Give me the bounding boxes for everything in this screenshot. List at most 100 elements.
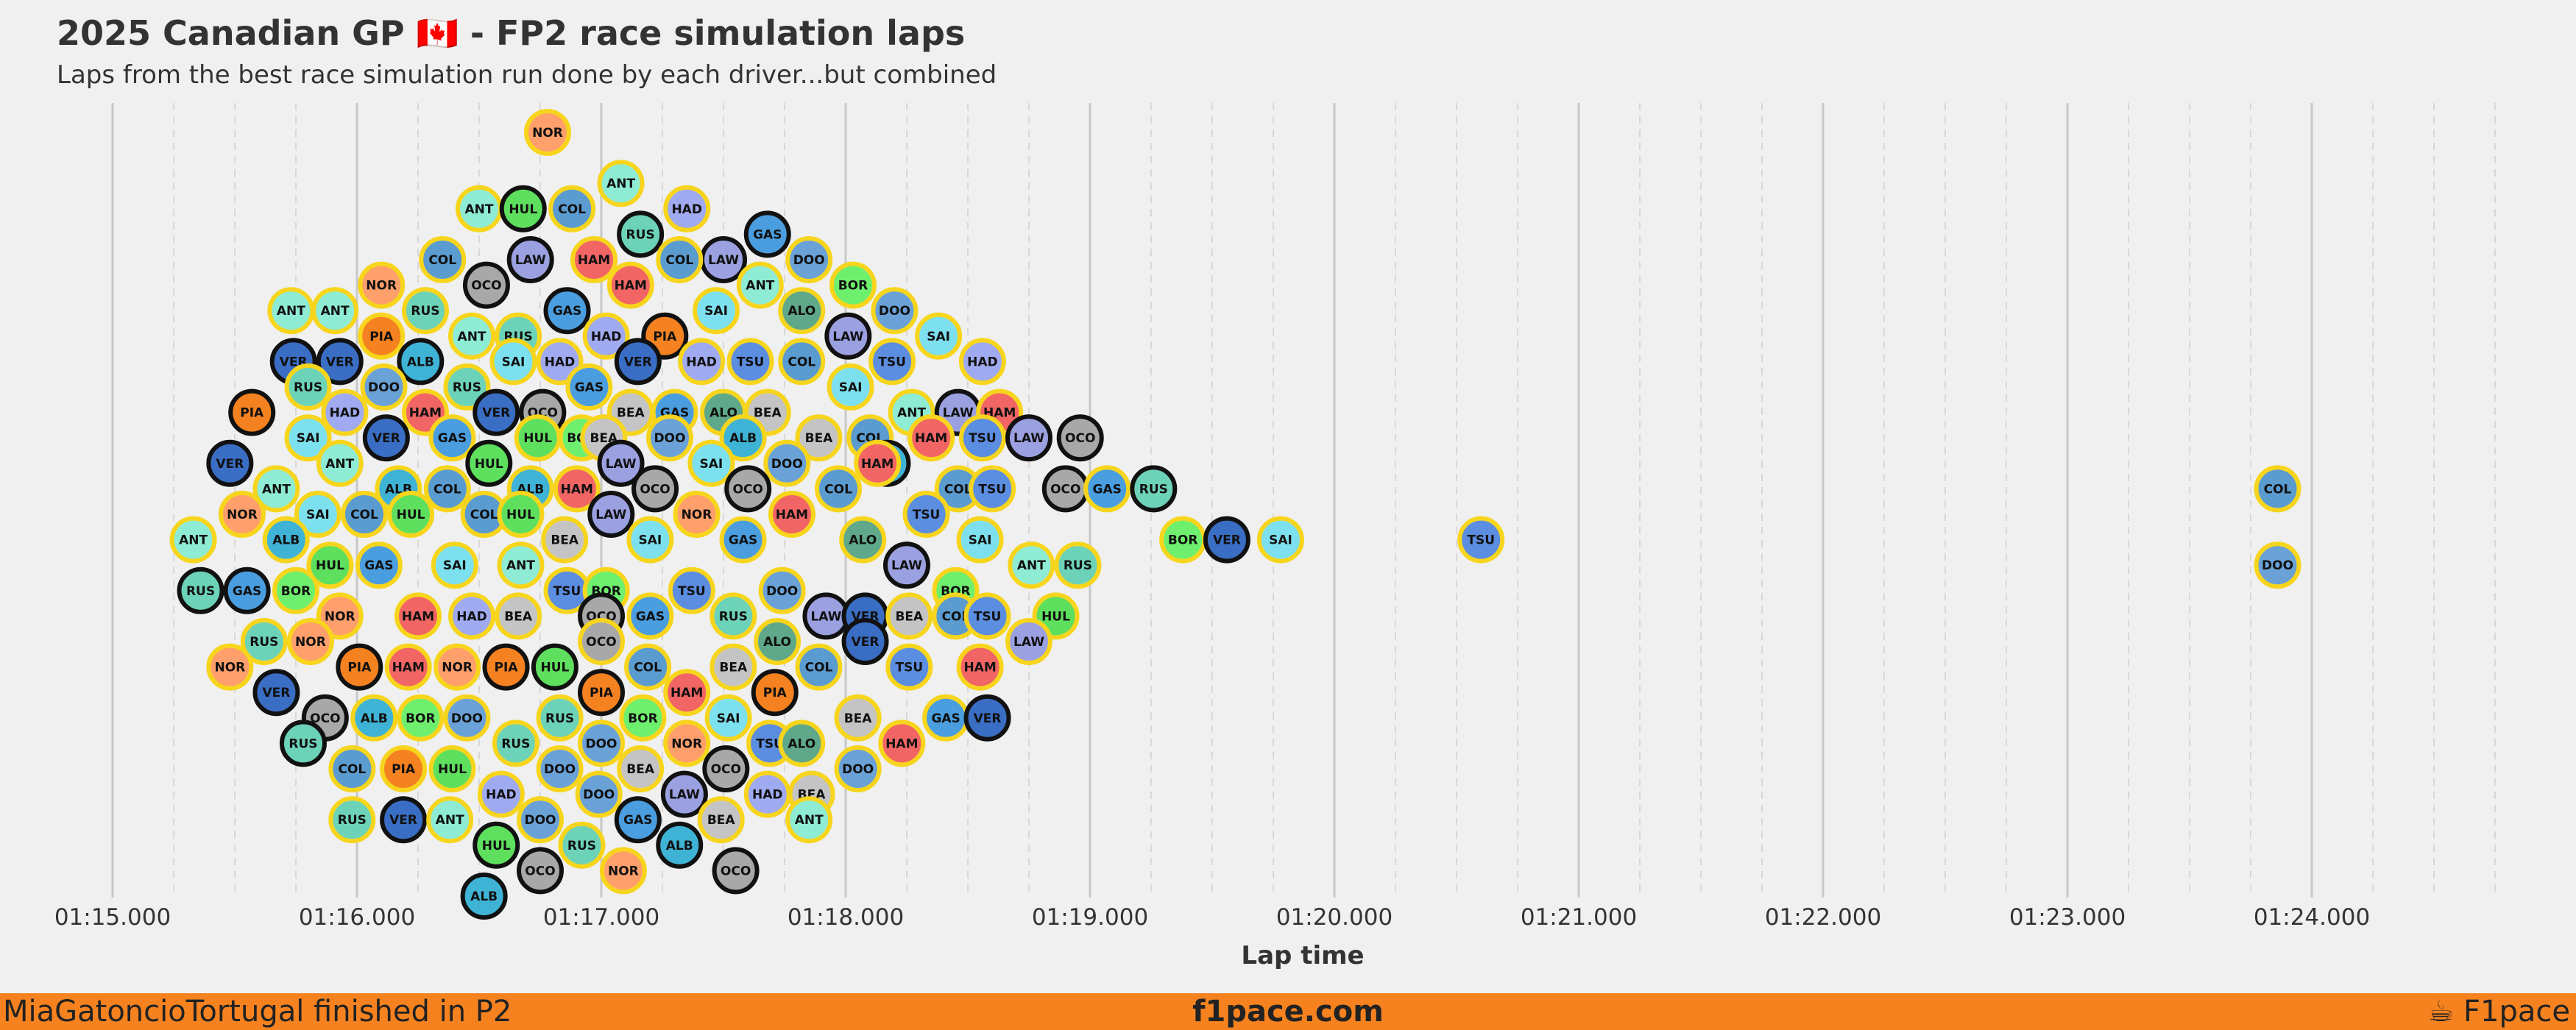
lap-dot-gas[interactable]: GAS: [614, 796, 662, 844]
lap-dot-law[interactable]: LAW: [506, 236, 554, 283]
lap-dot-alo[interactable]: ALO: [754, 618, 802, 665]
lap-dot-nor[interactable]: NOR: [663, 720, 711, 767]
lap-dot-bea[interactable]: BEA: [495, 592, 542, 640]
lap-dot-had[interactable]: HAD: [477, 770, 525, 818]
lap-dot-bor[interactable]: BOR: [1159, 516, 1207, 564]
lap-dot-nor[interactable]: NOR: [316, 592, 364, 640]
lap-dot-hul[interactable]: HUL: [497, 491, 545, 538]
lap-dot-ver[interactable]: VER: [316, 338, 364, 386]
lap-dot-gas[interactable]: GAS: [719, 516, 767, 564]
lap-dot-bor[interactable]: BOR: [829, 261, 877, 309]
lap-dot-ham[interactable]: HAM: [956, 643, 1004, 691]
lap-dot-pia[interactable]: PIA: [578, 669, 625, 717]
lap-dot-nor[interactable]: NOR: [599, 847, 647, 895]
lap-dot-bor[interactable]: BOR: [619, 694, 667, 742]
lap-dot-col[interactable]: COL: [2254, 465, 2301, 513]
lap-dot-doo[interactable]: DOO: [536, 745, 584, 792]
lap-dot-had[interactable]: HAD: [958, 338, 1006, 386]
lap-dot-tsu[interactable]: TSU: [902, 491, 950, 538]
lap-dot-bor[interactable]: BOR: [397, 694, 445, 742]
lap-dot-ver[interactable]: VER: [206, 439, 254, 487]
lap-dot-pia[interactable]: PIA: [380, 745, 428, 792]
lap-dot-sai[interactable]: SAI: [284, 414, 332, 462]
lap-dot-pia[interactable]: PIA: [751, 669, 799, 717]
lap-dot-ant[interactable]: ANT: [497, 541, 545, 589]
lap-dot-alb[interactable]: ALB: [350, 694, 398, 742]
lap-dot-doo[interactable]: DOO: [834, 745, 882, 792]
lap-dot-tsu[interactable]: TSU: [885, 643, 933, 691]
lap-dot-rus[interactable]: RUS: [1130, 465, 1178, 513]
lap-dot-col[interactable]: COL: [328, 745, 376, 792]
lap-dot-bea[interactable]: BEA: [541, 516, 589, 564]
lap-dot-doo[interactable]: DOO: [758, 566, 806, 614]
lap-dot-ham[interactable]: HAM: [570, 236, 618, 283]
lap-dot-oco[interactable]: OCO: [578, 618, 625, 665]
lap-dot-rus[interactable]: RUS: [558, 821, 606, 869]
lap-dot-sai[interactable]: SAI: [1256, 516, 1304, 564]
lap-dot-nor[interactable]: NOR: [206, 643, 254, 691]
lap-dot-bea[interactable]: BEA: [617, 745, 665, 792]
lap-dot-law[interactable]: LAW: [883, 541, 930, 589]
lap-dot-alb[interactable]: ALB: [719, 414, 767, 462]
lap-dot-hul[interactable]: HUL: [473, 821, 520, 869]
lap-dot-rus[interactable]: RUS: [284, 363, 332, 411]
lap-dot-hul[interactable]: HUL: [514, 414, 562, 462]
lap-dot-gas[interactable]: GAS: [1083, 465, 1131, 513]
lap-dot-ver[interactable]: VER: [362, 414, 410, 462]
lap-dot-sai[interactable]: SAI: [431, 541, 478, 589]
lap-dot-gas[interactable]: GAS: [743, 210, 791, 258]
lap-dot-pia[interactable]: PIA: [228, 388, 276, 436]
lap-dot-bea[interactable]: BEA: [697, 796, 745, 844]
lap-dot-hul[interactable]: HUL: [387, 491, 435, 538]
lap-dot-bea[interactable]: BEA: [885, 592, 933, 640]
lap-dot-ham[interactable]: HAM: [606, 261, 654, 309]
lap-dot-tsu[interactable]: TSU: [868, 338, 916, 386]
lap-dot-rus[interactable]: RUS: [617, 210, 665, 258]
lap-dot-ant[interactable]: ANT: [426, 796, 474, 844]
lap-dot-col[interactable]: COL: [795, 643, 843, 691]
lap-dot-ham[interactable]: HAM: [384, 643, 432, 691]
lap-dot-alb[interactable]: ALB: [397, 338, 445, 386]
lap-dot-sai[interactable]: SAI: [626, 516, 674, 564]
lap-dot-doo[interactable]: DOO: [785, 236, 833, 283]
lap-dot-col[interactable]: COL: [815, 465, 863, 513]
lap-dot-ant[interactable]: ANT: [252, 465, 300, 513]
lap-dot-gas[interactable]: GAS: [565, 363, 613, 411]
lap-dot-col[interactable]: COL: [340, 491, 388, 538]
lap-dot-ver[interactable]: VER: [1203, 516, 1250, 564]
lap-dot-ant[interactable]: ANT: [456, 185, 503, 232]
lap-dot-ham[interactable]: HAM: [768, 491, 815, 538]
lap-dot-col[interactable]: COL: [778, 338, 826, 386]
lap-dot-alo[interactable]: ALO: [778, 287, 826, 335]
lap-dot-sai[interactable]: SAI: [687, 439, 735, 487]
lap-dot-nor[interactable]: NOR: [673, 491, 721, 538]
lap-dot-bea[interactable]: BEA: [834, 694, 882, 742]
lap-dot-bor[interactable]: BOR: [272, 566, 319, 614]
lap-dot-law[interactable]: LAW: [660, 770, 708, 818]
lap-dot-oco[interactable]: OCO: [517, 847, 564, 895]
lap-dot-ver[interactable]: VER: [252, 669, 300, 717]
lap-dot-ver[interactable]: VER: [841, 618, 889, 665]
lap-dot-doo[interactable]: DOO: [443, 694, 491, 742]
lap-dot-ver[interactable]: VER: [380, 796, 428, 844]
lap-dot-alb[interactable]: ALB: [656, 821, 704, 869]
lap-dot-sai[interactable]: SAI: [827, 363, 874, 411]
lap-dot-oco[interactable]: OCO: [1041, 465, 1089, 513]
lap-dot-ver[interactable]: VER: [473, 388, 520, 436]
lap-dot-pia[interactable]: PIA: [358, 312, 406, 360]
lap-dot-law[interactable]: LAW: [1005, 618, 1052, 665]
lap-dot-ham[interactable]: HAM: [663, 669, 711, 717]
lap-dot-law[interactable]: LAW: [587, 491, 635, 538]
lap-dot-doo[interactable]: DOO: [360, 363, 408, 411]
lap-dot-rus[interactable]: RUS: [177, 566, 224, 614]
lap-dot-tsu[interactable]: TSU: [746, 720, 794, 767]
lap-dot-ant[interactable]: ANT: [316, 439, 364, 487]
lap-dot-sai[interactable]: SAI: [704, 694, 752, 742]
lap-dot-bea[interactable]: BEA: [710, 643, 757, 691]
lap-dot-rus[interactable]: RUS: [328, 796, 376, 844]
lap-dot-sai[interactable]: SAI: [956, 516, 1004, 564]
lap-dot-bea[interactable]: BEA: [795, 414, 843, 462]
lap-dot-ant[interactable]: ANT: [1008, 541, 1055, 589]
lap-dot-rus[interactable]: RUS: [492, 720, 539, 767]
lap-dot-had[interactable]: HAD: [743, 770, 791, 818]
